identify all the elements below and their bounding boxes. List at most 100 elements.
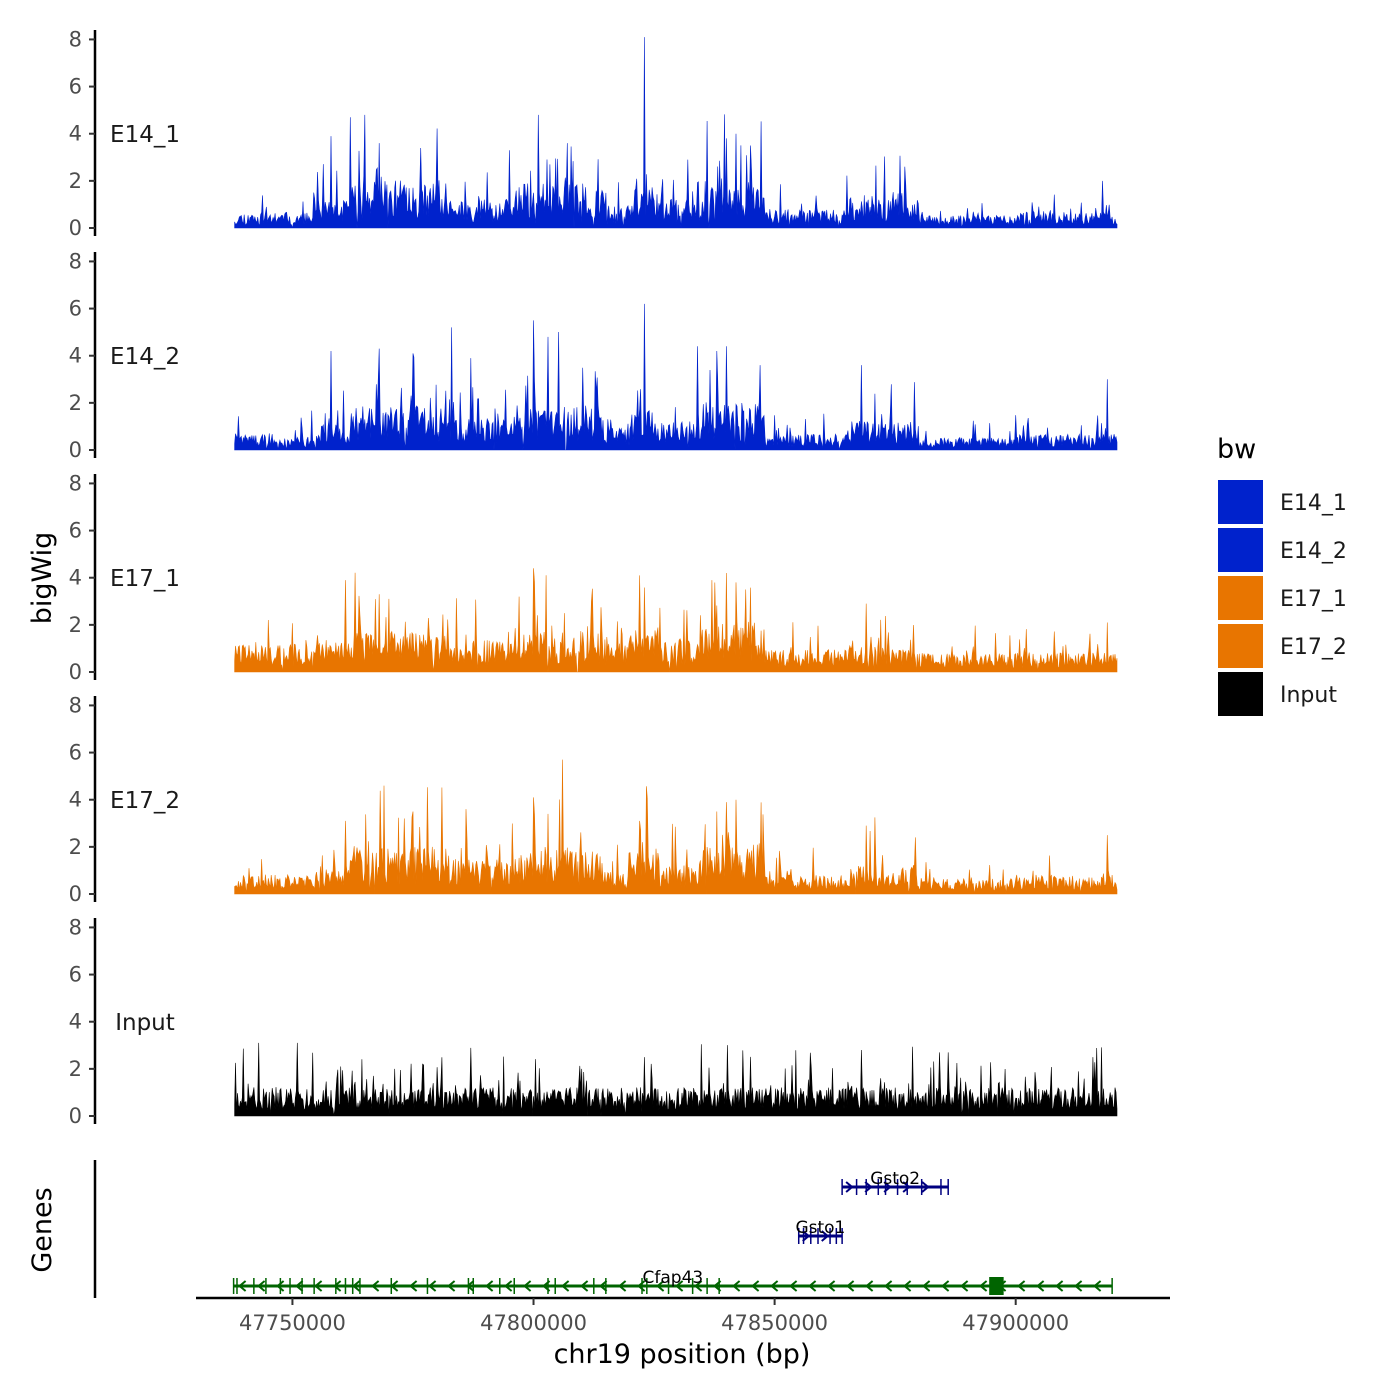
- strand-arrow: [295, 1280, 304, 1292]
- y-tick-label: 4: [69, 122, 82, 146]
- y-tick-label: 2: [69, 613, 82, 637]
- legend-label: E14_2: [1280, 539, 1347, 564]
- legend-label: E17_2: [1280, 635, 1347, 660]
- strand-arrow: [921, 1181, 930, 1193]
- x-axis: 47750000 47800000 47850000 47900000: [196, 1296, 1170, 1335]
- strand-arrow: [409, 1280, 418, 1292]
- track-e17-1: 0 2 4 6 8 E17_1: [69, 471, 1118, 684]
- track-label: E14_2: [110, 344, 180, 370]
- y-tick-label: 2: [69, 835, 82, 859]
- signal-area: [234, 568, 1118, 673]
- strand-arrow: [314, 1280, 323, 1292]
- y-tick-label: 0: [69, 882, 82, 906]
- strand-arrow: [599, 1280, 608, 1292]
- x-tick-label: 47750000: [239, 1311, 346, 1335]
- track-label: E17_2: [110, 788, 180, 814]
- y-tick-label: 0: [69, 438, 82, 462]
- strand-arrow: [371, 1280, 380, 1292]
- legend-entry-e17-1: E17_1: [1218, 576, 1347, 620]
- strand-arrow: [827, 1280, 836, 1292]
- strand-arrow: [542, 1280, 551, 1292]
- y-tick-label: 4: [69, 788, 82, 812]
- signal-area: [234, 37, 1118, 229]
- track-label: E17_1: [110, 566, 180, 592]
- strand-arrow: [821, 1230, 830, 1242]
- strand-arrow: [580, 1280, 589, 1292]
- strand-arrow: [883, 1181, 892, 1193]
- y-tick-label: 6: [69, 75, 82, 99]
- gene-label: Cfap43: [643, 1268, 704, 1288]
- y-tick-label: 0: [69, 660, 82, 684]
- strand-arrow: [1036, 1280, 1045, 1292]
- strand-arrow: [1017, 1280, 1026, 1292]
- legend-swatch: [1218, 672, 1263, 716]
- strand-arrow: [903, 1280, 912, 1292]
- legend-swatch: [1218, 480, 1263, 524]
- bigwig-tracks: 0 2 4 6 8 E14_1 0 2 4 6 8 E14_2 0 2 4 6 8 E17_1 0 2 4 6 8 E17_2…: [69, 27, 1118, 1128]
- strand-arrow: [276, 1280, 285, 1292]
- legend-swatch: [1218, 528, 1263, 572]
- genes-axis-title: Genes: [27, 1187, 58, 1272]
- y-tick-label: 4: [69, 1010, 82, 1034]
- signal-area: [234, 303, 1118, 451]
- track-e17-2: 0 2 4 6 8 E17_2: [69, 693, 1118, 906]
- strand-arrow: [561, 1280, 570, 1292]
- strand-arrow: [618, 1280, 627, 1292]
- signal-area: [234, 759, 1118, 895]
- strand-arrow: [428, 1280, 437, 1292]
- strand-arrow: [864, 1181, 873, 1193]
- strand-arrow: [485, 1280, 494, 1292]
- strand-arrow: [846, 1280, 855, 1292]
- x-axis-title: chr19 position (bp): [554, 1339, 811, 1370]
- strand-arrow: [979, 1280, 988, 1292]
- strand-arrow: [884, 1280, 893, 1292]
- y-tick-label: 2: [69, 169, 82, 193]
- y-tick-label: 0: [69, 1104, 82, 1128]
- y-tick-label: 2: [69, 1057, 82, 1081]
- strand-arrow: [637, 1280, 646, 1292]
- strand-arrow: [1074, 1280, 1083, 1292]
- legend-entry-input: Input: [1218, 672, 1337, 716]
- signal-area: [234, 1042, 1118, 1117]
- strand-arrow: [808, 1280, 817, 1292]
- strand-arrow: [694, 1280, 703, 1292]
- track-label: E14_1: [110, 122, 180, 148]
- strand-arrow: [352, 1280, 361, 1292]
- gene-track: Gsto2 Gsto1 Cfap43: [93, 1160, 1113, 1298]
- legend: bw E14_1 E14_2 E17_1 E17_2 Input: [1217, 434, 1347, 716]
- strand-arrow: [1055, 1280, 1064, 1292]
- strand-arrow: [523, 1280, 532, 1292]
- strand-arrow: [922, 1280, 931, 1292]
- strand-arrow: [902, 1181, 911, 1193]
- gene-gsto2: Gsto2: [841, 1169, 949, 1195]
- strand-arrow: [447, 1280, 456, 1292]
- y-tick-label: 0: [69, 216, 82, 240]
- strand-arrow: [789, 1280, 798, 1292]
- strand-arrow: [1093, 1280, 1102, 1292]
- gene-gsto1: Gsto1: [795, 1218, 845, 1244]
- y-tick-label: 8: [69, 249, 82, 273]
- legend-label: Input: [1280, 683, 1337, 708]
- y-tick-label: 6: [69, 963, 82, 987]
- legend-swatch: [1218, 624, 1263, 668]
- strand-arrow: [865, 1280, 874, 1292]
- y-tick-label: 8: [69, 27, 82, 51]
- strand-arrow: [656, 1280, 665, 1292]
- y-tick-label: 8: [69, 471, 82, 495]
- track-e14-1: 0 2 4 6 8 E14_1: [69, 27, 1118, 240]
- track-label: Input: [115, 1010, 175, 1036]
- strand-arrow: [802, 1230, 811, 1242]
- y-tick-label: 4: [69, 566, 82, 590]
- strand-arrow: [732, 1280, 741, 1292]
- strand-arrow: [941, 1280, 950, 1292]
- x-tick-label: 47800000: [480, 1311, 587, 1335]
- y-tick-label: 6: [69, 741, 82, 765]
- legend-swatch: [1218, 576, 1263, 620]
- strand-arrow: [238, 1280, 247, 1292]
- y-tick-label: 6: [69, 297, 82, 321]
- strand-arrow: [675, 1280, 684, 1292]
- strand-arrow: [751, 1280, 760, 1292]
- strand-arrow: [770, 1280, 779, 1292]
- y-tick-label: 2: [69, 391, 82, 415]
- strand-arrow: [257, 1280, 266, 1292]
